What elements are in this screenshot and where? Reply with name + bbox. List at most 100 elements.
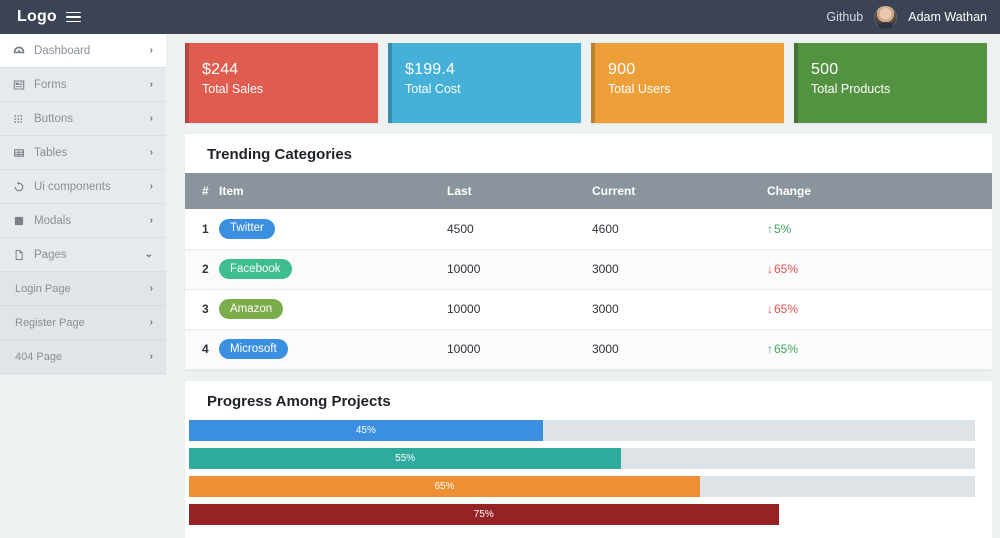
- trending-categories-title: Trending Categories: [207, 146, 353, 163]
- column-header-item[interactable]: Item: [219, 173, 447, 209]
- change-indicator: ↓65%: [767, 262, 798, 276]
- stat-cards: $244 Total Sales $199.4 Total Cost 900 Total …: [185, 43, 992, 123]
- stat-card-value: $244: [202, 61, 239, 78]
- sidebar-item-register-page[interactable]: Register Page ›: [0, 306, 166, 340]
- progress-bar-fill: 45%: [189, 419, 543, 441]
- arrow-down-icon: ↓: [767, 302, 773, 316]
- cell-last: 10000: [447, 249, 592, 290]
- column-header-number[interactable]: #: [185, 173, 219, 209]
- sidebar-item-label: Forms: [34, 78, 67, 91]
- cell-item: Twitter: [219, 209, 447, 250]
- progress-among-projects-panel: Progress Among Projects 45% 55% 65% 75%: [185, 380, 992, 538]
- sidebar-item-buttons[interactable]: Buttons ›: [0, 102, 166, 136]
- item-badge[interactable]: Facebook: [219, 259, 292, 279]
- ui-components-icon: [11, 180, 27, 193]
- cell-item: Microsoft: [219, 329, 447, 370]
- sidebar-item-ui-components[interactable]: Ui components ›: [0, 170, 166, 204]
- arrow-up-icon: ↑: [767, 221, 773, 236]
- sidebar-item-label: Dashboard: [34, 44, 91, 57]
- sidebar-item-404-page[interactable]: 404 Page ›: [0, 340, 166, 374]
- sidebar-item-label: Register Page: [15, 316, 85, 329]
- sidebar-item-forms[interactable]: Forms ›: [0, 68, 166, 102]
- sidebar-item-label: Login Page: [15, 282, 71, 295]
- progress-bar-fill: 75%: [189, 503, 779, 525]
- brand[interactable]: Logo: [0, 8, 81, 26]
- cell-current: 3000: [592, 329, 767, 370]
- stat-card-value: 500: [811, 61, 839, 78]
- cell-current: 3000: [592, 249, 767, 290]
- stat-card-total-sales[interactable]: $244 Total Sales: [185, 43, 378, 123]
- item-badge[interactable]: Twitter: [219, 218, 275, 239]
- table-row[interactable]: 1 Twitter 4500 4600 ↑5%: [185, 209, 992, 250]
- stat-card-value: $199.4: [405, 61, 456, 78]
- progress-bar-track: 45%: [189, 419, 975, 441]
- sidebar-item-label: 404 Page: [15, 350, 63, 363]
- table-row[interactable]: 3 Amazon 10000 3000 ↓65%: [185, 289, 992, 330]
- cell-change: ↓65%: [767, 249, 992, 290]
- card-accent-bar: [388, 43, 392, 123]
- cell-change: ↑65%: [767, 329, 992, 370]
- sidebar-item-modals[interactable]: Modals ›: [0, 204, 166, 238]
- change-indicator: ↓65%: [767, 302, 798, 316]
- main-content: $244 Total Sales $199.4 Total Cost 900 Total …: [166, 34, 1000, 538]
- trending-categories-table: # Item Last Current Change 1 Twitter 4500 4…: [185, 173, 992, 370]
- progress-bar-track: 75%: [189, 503, 975, 525]
- chevron-icon: ›: [149, 282, 153, 294]
- column-header-last[interactable]: Last: [447, 173, 592, 209]
- progress-bar-track: 55%: [189, 447, 975, 469]
- progress-panel-title: Progress Among Projects: [207, 392, 391, 410]
- sidebar-item-login-page[interactable]: Login Page ›: [0, 272, 166, 306]
- change-value: 65%: [774, 302, 799, 316]
- sidebar-item-label: Modals: [34, 214, 72, 227]
- brand-logo-text: Logo: [17, 8, 57, 25]
- stat-card-total-users[interactable]: 900 Total Users: [591, 43, 784, 123]
- stat-card-caption: Total Sales: [202, 82, 264, 96]
- cell-item: Amazon: [219, 289, 447, 330]
- chevron-icon: ›: [149, 78, 153, 90]
- column-header-change[interactable]: Change: [767, 173, 992, 209]
- chevron-icon: ›: [149, 146, 153, 158]
- github-link[interactable]: Github: [826, 10, 864, 24]
- username-label[interactable]: Adam Wathan: [908, 10, 987, 24]
- item-badge[interactable]: Microsoft: [219, 339, 288, 359]
- cell-number: 1: [185, 209, 219, 250]
- tables-icon: [11, 147, 27, 159]
- sidebar-item-label: Pages: [34, 248, 67, 261]
- stat-card-total-cost[interactable]: $199.4 Total Cost: [388, 43, 581, 123]
- stat-card-value: 900: [608, 61, 636, 78]
- chevron-icon: ›: [149, 214, 153, 226]
- pages-icon: [11, 249, 27, 261]
- column-header-current[interactable]: Current: [592, 173, 767, 209]
- progress-bar-label: 65%: [434, 480, 455, 492]
- cell-change: ↑5%: [767, 209, 992, 250]
- stat-card-caption: Total Users: [608, 82, 671, 96]
- card-accent-bar: [185, 43, 189, 123]
- cell-change: ↓65%: [767, 289, 992, 330]
- item-badge[interactable]: Amazon: [219, 299, 284, 319]
- chevron-icon: ›: [149, 180, 153, 192]
- trending-categories-panel: Trending Categories # Item Last Current …: [185, 134, 992, 370]
- cell-last: 10000: [447, 289, 592, 330]
- forms-icon: [11, 79, 27, 91]
- sidebar-item-tables[interactable]: Tables ›: [0, 136, 166, 170]
- sidebar-item-label: Ui components: [34, 180, 111, 193]
- arrow-down-icon: ↓: [767, 262, 773, 276]
- table-header-row: # Item Last Current Change: [185, 173, 992, 209]
- table-row[interactable]: 4 Microsoft 10000 3000 ↑65%: [185, 329, 992, 370]
- progress-bar-fill: 55%: [189, 447, 622, 469]
- stat-card-caption: Total Cost: [405, 82, 461, 96]
- avatar[interactable]: [874, 5, 898, 29]
- change-value: 65%: [774, 262, 799, 276]
- chevron-icon: ›: [149, 44, 153, 56]
- hamburger-icon[interactable]: [65, 9, 81, 26]
- table-row[interactable]: 2 Facebook 10000 3000 ↓65%: [185, 249, 992, 290]
- top-navbar: Logo Github Adam Wathan: [0, 0, 1000, 34]
- stat-card-total-products[interactable]: 500 Total Products: [794, 43, 987, 123]
- sidebar-item-pages[interactable]: Pages ⌄: [0, 238, 166, 272]
- table-head: # Item Last Current Change: [185, 173, 992, 209]
- cell-last: 4500: [447, 209, 592, 250]
- cell-number: 3: [185, 289, 219, 330]
- dashboard-icon: [11, 45, 27, 57]
- sidebar-item-dashboard[interactable]: Dashboard ›: [0, 34, 166, 68]
- cell-current: 3000: [592, 289, 767, 330]
